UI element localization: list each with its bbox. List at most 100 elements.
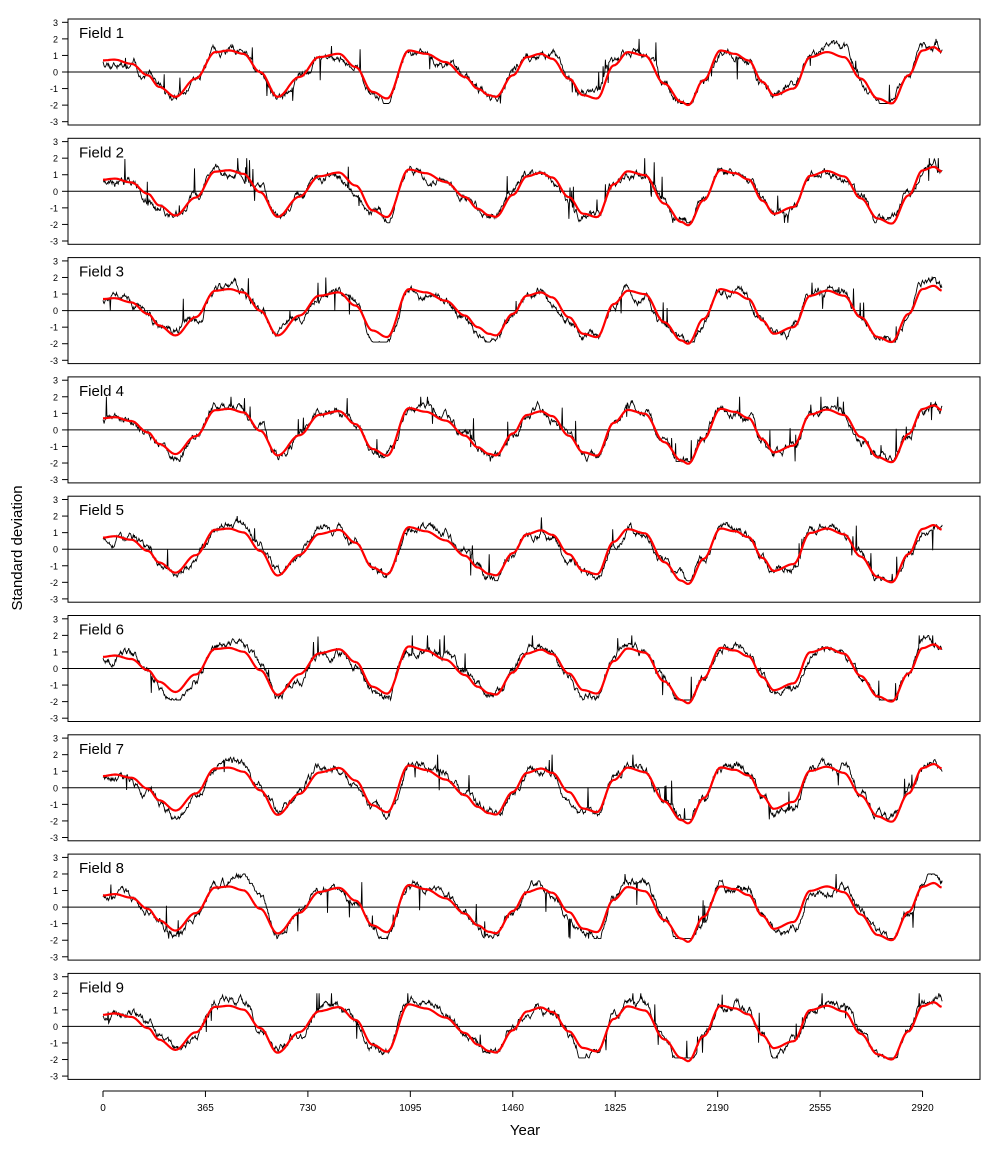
smoothed-series-line bbox=[102, 762, 942, 825]
y-tick-label: -2 bbox=[50, 936, 58, 946]
smoothed-series-line bbox=[102, 643, 943, 705]
x-tick-label: 1460 bbox=[502, 1103, 525, 1114]
panel-5: -3 -2 -1 0 1 2 3 Field 5 bbox=[50, 495, 981, 604]
x-tick-label: 2920 bbox=[911, 1103, 934, 1114]
y-axis-title: Standard deviation bbox=[9, 485, 26, 610]
x-tick-label: 365 bbox=[197, 1103, 214, 1114]
x-tick-label: 2555 bbox=[809, 1103, 832, 1114]
y-tick-label: 3 bbox=[53, 137, 58, 147]
y-tick-label: -1 bbox=[50, 800, 58, 810]
smoothed-series-line bbox=[103, 46, 943, 107]
y-tick-label: -1 bbox=[50, 203, 58, 213]
y-tick-label: -3 bbox=[50, 356, 58, 366]
panel-label: Field 7 bbox=[79, 741, 124, 758]
x-tick-label: 0 bbox=[100, 1103, 106, 1114]
smoothed-series-line bbox=[103, 284, 943, 345]
y-tick-label: -2 bbox=[50, 816, 58, 826]
panel-label: Field 4 bbox=[79, 383, 124, 400]
y-tick-label: -1 bbox=[50, 561, 58, 571]
y-tick-label: 0 bbox=[53, 425, 58, 435]
y-tick-label: -3 bbox=[50, 1072, 58, 1082]
observed-series-line bbox=[102, 993, 943, 1060]
smoothed-series-line bbox=[102, 881, 943, 943]
y-tick-label: -2 bbox=[50, 220, 58, 230]
x-tick-label: 1095 bbox=[399, 1103, 422, 1114]
panel-8: -3 -2 -1 0 1 2 3 Field 8 bbox=[50, 853, 981, 962]
y-tick-label: 0 bbox=[53, 306, 58, 316]
y-tick-label: -1 bbox=[50, 681, 58, 691]
y-tick-label: 0 bbox=[53, 1022, 58, 1032]
y-tick-label: 3 bbox=[53, 853, 58, 863]
y-tick-label: -3 bbox=[50, 833, 58, 843]
observed-series-line bbox=[102, 516, 943, 582]
y-tick-label: 0 bbox=[53, 545, 58, 555]
y-tick-label: 2 bbox=[53, 34, 58, 44]
y-tick-label: 3 bbox=[53, 734, 58, 744]
panel-3: -3 -2 -1 0 1 2 3 Field 3 bbox=[50, 256, 981, 366]
y-tick-label: 0 bbox=[53, 187, 58, 197]
observed-series-line bbox=[102, 275, 943, 344]
x-tick-label: 730 bbox=[300, 1103, 317, 1114]
smoothed-series-line bbox=[102, 165, 943, 227]
y-tick-label: 3 bbox=[53, 495, 58, 505]
observed-series-line bbox=[102, 634, 943, 702]
y-tick-label: -2 bbox=[50, 578, 58, 588]
y-tick-label: 1 bbox=[53, 528, 58, 538]
y-tick-label: 2 bbox=[53, 512, 58, 522]
y-tick-label: -2 bbox=[50, 1055, 58, 1065]
panel-label: Field 8 bbox=[79, 860, 124, 877]
y-tick-label: -3 bbox=[50, 236, 58, 246]
y-tick-label: -3 bbox=[50, 714, 58, 724]
y-tick-label: -1 bbox=[50, 442, 58, 452]
y-tick-label: -1 bbox=[50, 84, 58, 94]
y-tick-label: 0 bbox=[53, 783, 58, 793]
y-tick-label: -3 bbox=[50, 475, 58, 485]
panel-label: Field 5 bbox=[79, 502, 124, 519]
y-tick-label: -1 bbox=[50, 919, 58, 929]
y-tick-label: 1 bbox=[53, 409, 58, 419]
y-tick-label: 3 bbox=[53, 256, 58, 266]
y-tick-label: 1 bbox=[53, 51, 58, 61]
y-tick-label: 2 bbox=[53, 154, 58, 164]
y-tick-label: -2 bbox=[50, 697, 58, 707]
y-tick-label: -1 bbox=[50, 1038, 58, 1048]
y-tick-label: 1 bbox=[53, 290, 58, 300]
x-tick-label: 1825 bbox=[604, 1103, 627, 1114]
y-tick-label: 1 bbox=[53, 647, 58, 657]
panel-label: Field 3 bbox=[79, 264, 124, 281]
y-tick-label: 2 bbox=[53, 869, 58, 879]
observed-series-line bbox=[102, 157, 943, 224]
y-tick-label: -3 bbox=[50, 117, 58, 127]
y-tick-label: 2 bbox=[53, 273, 58, 283]
observed-series-line bbox=[102, 872, 943, 941]
smoothed-series-line bbox=[102, 404, 943, 465]
panel-label: Field 6 bbox=[79, 622, 124, 639]
y-tick-label: 1 bbox=[53, 1005, 58, 1015]
y-tick-label: 3 bbox=[53, 614, 58, 624]
panel-2: -3 -2 -1 0 1 2 3 Field 2 bbox=[50, 137, 981, 246]
y-tick-label: -2 bbox=[50, 339, 58, 349]
y-tick-label: 0 bbox=[53, 903, 58, 913]
y-tick-label: 2 bbox=[53, 989, 58, 999]
x-axis: 0 365 730 1095 1460 1825 2190 2555 2920 bbox=[100, 1090, 934, 1114]
y-tick-label: 2 bbox=[53, 750, 58, 760]
y-tick-label: -2 bbox=[50, 459, 58, 469]
panel-6: -3 -2 -1 0 1 2 3 Field 6 bbox=[50, 614, 981, 724]
panel-9: -3 -2 -1 0 1 2 3 Field 9 bbox=[50, 972, 981, 1082]
y-tick-label: 2 bbox=[53, 392, 58, 402]
panel-label: Field 9 bbox=[79, 979, 124, 996]
panel-label: Field 2 bbox=[79, 144, 124, 161]
y-tick-label: -3 bbox=[50, 952, 58, 962]
panel-7: -3 -2 -1 0 1 2 3 Field 7 bbox=[50, 734, 981, 843]
x-axis-title: Year bbox=[510, 1122, 540, 1139]
y-tick-label: 2 bbox=[53, 631, 58, 641]
y-tick-label: 0 bbox=[53, 68, 58, 78]
panel-label: Field 1 bbox=[79, 25, 124, 42]
y-tick-label: 1 bbox=[53, 767, 58, 777]
y-tick-label: -2 bbox=[50, 101, 58, 111]
observed-series-line bbox=[102, 754, 943, 821]
y-tick-label: 3 bbox=[53, 376, 58, 386]
y-tick-label: -3 bbox=[50, 594, 58, 604]
smoothed-series-line bbox=[102, 1001, 943, 1063]
